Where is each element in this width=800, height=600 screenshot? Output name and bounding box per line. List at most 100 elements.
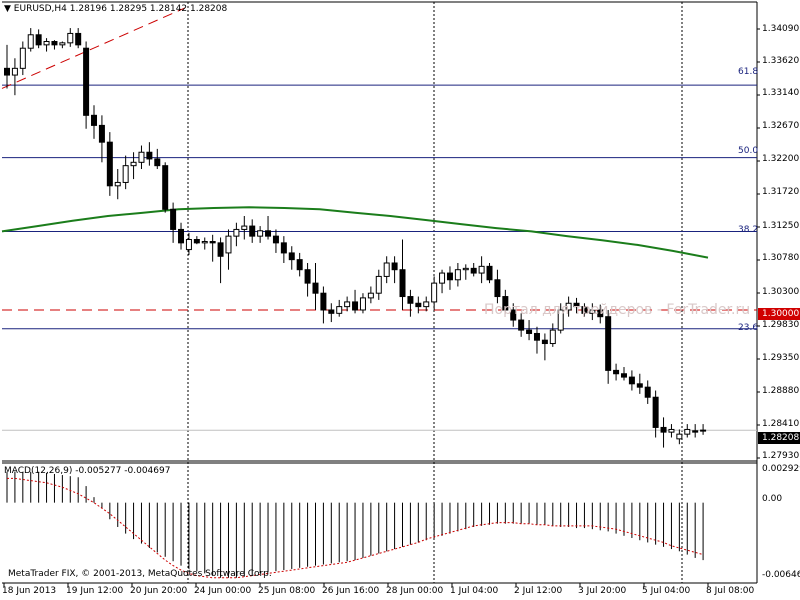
candle-body bbox=[359, 297, 366, 311]
price-label: 1.29830 bbox=[762, 320, 800, 330]
candle-body bbox=[312, 282, 319, 294]
time-label: 1 Jul 04:00 bbox=[450, 586, 499, 596]
candle-body bbox=[280, 242, 287, 254]
candle-body bbox=[35, 34, 42, 46]
macd-axis-label: 0.002929 bbox=[762, 464, 800, 474]
price-label: 1.28410 bbox=[762, 419, 800, 429]
price-label: 1.33140 bbox=[762, 88, 800, 98]
candle-body bbox=[423, 301, 430, 308]
candle-body bbox=[59, 42, 66, 46]
candle-body bbox=[636, 383, 643, 388]
candle-body bbox=[431, 282, 438, 303]
candle-body bbox=[533, 332, 540, 341]
fibo-level-label: 38.2 bbox=[738, 225, 759, 235]
dashed-price-badge: 1.30000 bbox=[758, 308, 800, 320]
triangle-down-icon[interactable]: ▼ bbox=[4, 4, 11, 14]
price-label: 1.30300 bbox=[762, 287, 800, 297]
candle-body bbox=[178, 228, 185, 244]
candle-body bbox=[383, 262, 390, 277]
candle-body bbox=[352, 301, 359, 311]
candle-body bbox=[478, 265, 485, 274]
candle-body bbox=[138, 151, 145, 163]
time-label: 19 Jun 12:00 bbox=[66, 586, 124, 596]
candle-body bbox=[265, 230, 272, 237]
candle-body bbox=[83, 47, 90, 116]
candle-body bbox=[328, 309, 335, 314]
candle-body bbox=[684, 428, 691, 435]
candle-body bbox=[399, 269, 406, 298]
candle-body bbox=[154, 158, 161, 167]
macd-axis-label: 0.00 bbox=[762, 494, 783, 504]
time-label: 5 Jul 04:00 bbox=[642, 586, 691, 596]
candle-body bbox=[605, 316, 612, 371]
candle-body bbox=[415, 302, 422, 308]
candle-body bbox=[217, 242, 224, 257]
candle-body bbox=[557, 309, 564, 331]
candle-body bbox=[162, 165, 169, 210]
candle-body bbox=[573, 302, 580, 308]
candle-body bbox=[510, 309, 517, 321]
chart-header: ▼ EURUSD,H4 1.28196 1.28295 1.28142 1.28… bbox=[4, 4, 227, 14]
candle-body bbox=[257, 230, 264, 237]
candle-body bbox=[565, 302, 572, 311]
candle-body bbox=[446, 272, 453, 281]
time-label: 24 Jun 00:00 bbox=[194, 586, 252, 596]
time-label: 20 Jun 20:00 bbox=[130, 586, 188, 596]
price-label: 1.27930 bbox=[762, 451, 800, 461]
price-label: 1.31720 bbox=[762, 187, 800, 197]
candle-body bbox=[106, 141, 113, 187]
candle-body bbox=[652, 396, 659, 428]
price-label: 1.28880 bbox=[762, 386, 800, 396]
price-label: 1.31250 bbox=[762, 221, 800, 231]
time-label: 8 Jul 08:00 bbox=[706, 586, 755, 596]
price-label: 1.33620 bbox=[762, 56, 800, 66]
candle-body bbox=[193, 239, 200, 244]
time-label: 25 Jun 08:00 bbox=[258, 586, 316, 596]
candle-body bbox=[304, 269, 311, 284]
candle-body bbox=[502, 296, 509, 311]
macd-title: MACD(12,26,9) -0.005277 -0.004697 bbox=[4, 466, 171, 476]
candle-body bbox=[67, 32, 74, 44]
candle-body bbox=[518, 319, 525, 331]
price-label: 1.32200 bbox=[762, 154, 800, 164]
candle-body bbox=[122, 165, 129, 183]
candle-body bbox=[470, 267, 477, 274]
candle-body bbox=[320, 292, 327, 311]
candle-body bbox=[272, 235, 279, 244]
candle-body bbox=[91, 114, 98, 126]
current-price-badge: 1.28208 bbox=[758, 432, 800, 444]
candle-body bbox=[407, 296, 414, 304]
candle-body bbox=[344, 301, 351, 308]
fibo-level-label: 23.6 bbox=[738, 323, 759, 333]
time-label: 2 Jul 12:00 bbox=[514, 586, 563, 596]
price-label: 1.30780 bbox=[762, 253, 800, 263]
candle-body bbox=[288, 252, 295, 261]
candle-body bbox=[692, 430, 699, 433]
candle-body bbox=[185, 239, 192, 251]
candle-body bbox=[541, 339, 548, 345]
candle-body bbox=[486, 265, 493, 281]
candle-body bbox=[462, 267, 469, 271]
candle-body bbox=[130, 161, 137, 167]
candle-body bbox=[170, 208, 177, 230]
macd-axis-label: -0.006468 bbox=[762, 570, 800, 580]
candle-body bbox=[589, 309, 596, 314]
time-label: 3 Jul 20:00 bbox=[578, 586, 627, 596]
candle-body bbox=[114, 181, 121, 187]
candle-body bbox=[43, 40, 50, 46]
candle-body bbox=[660, 426, 667, 433]
candle-body bbox=[391, 262, 398, 271]
watermark: Портал для трейдеров - ForTrader.ru bbox=[484, 302, 751, 318]
candle-body bbox=[494, 279, 501, 298]
price-label: 1.32670 bbox=[762, 121, 800, 131]
price-label: 1.34090 bbox=[762, 24, 800, 34]
candle-body bbox=[249, 225, 256, 237]
candle-body bbox=[296, 259, 303, 271]
candle-body bbox=[146, 151, 153, 160]
candle-body bbox=[51, 40, 58, 46]
candle-body bbox=[597, 309, 604, 318]
candle-body bbox=[668, 428, 675, 433]
time-label: 18 Jun 2013 bbox=[2, 586, 57, 596]
